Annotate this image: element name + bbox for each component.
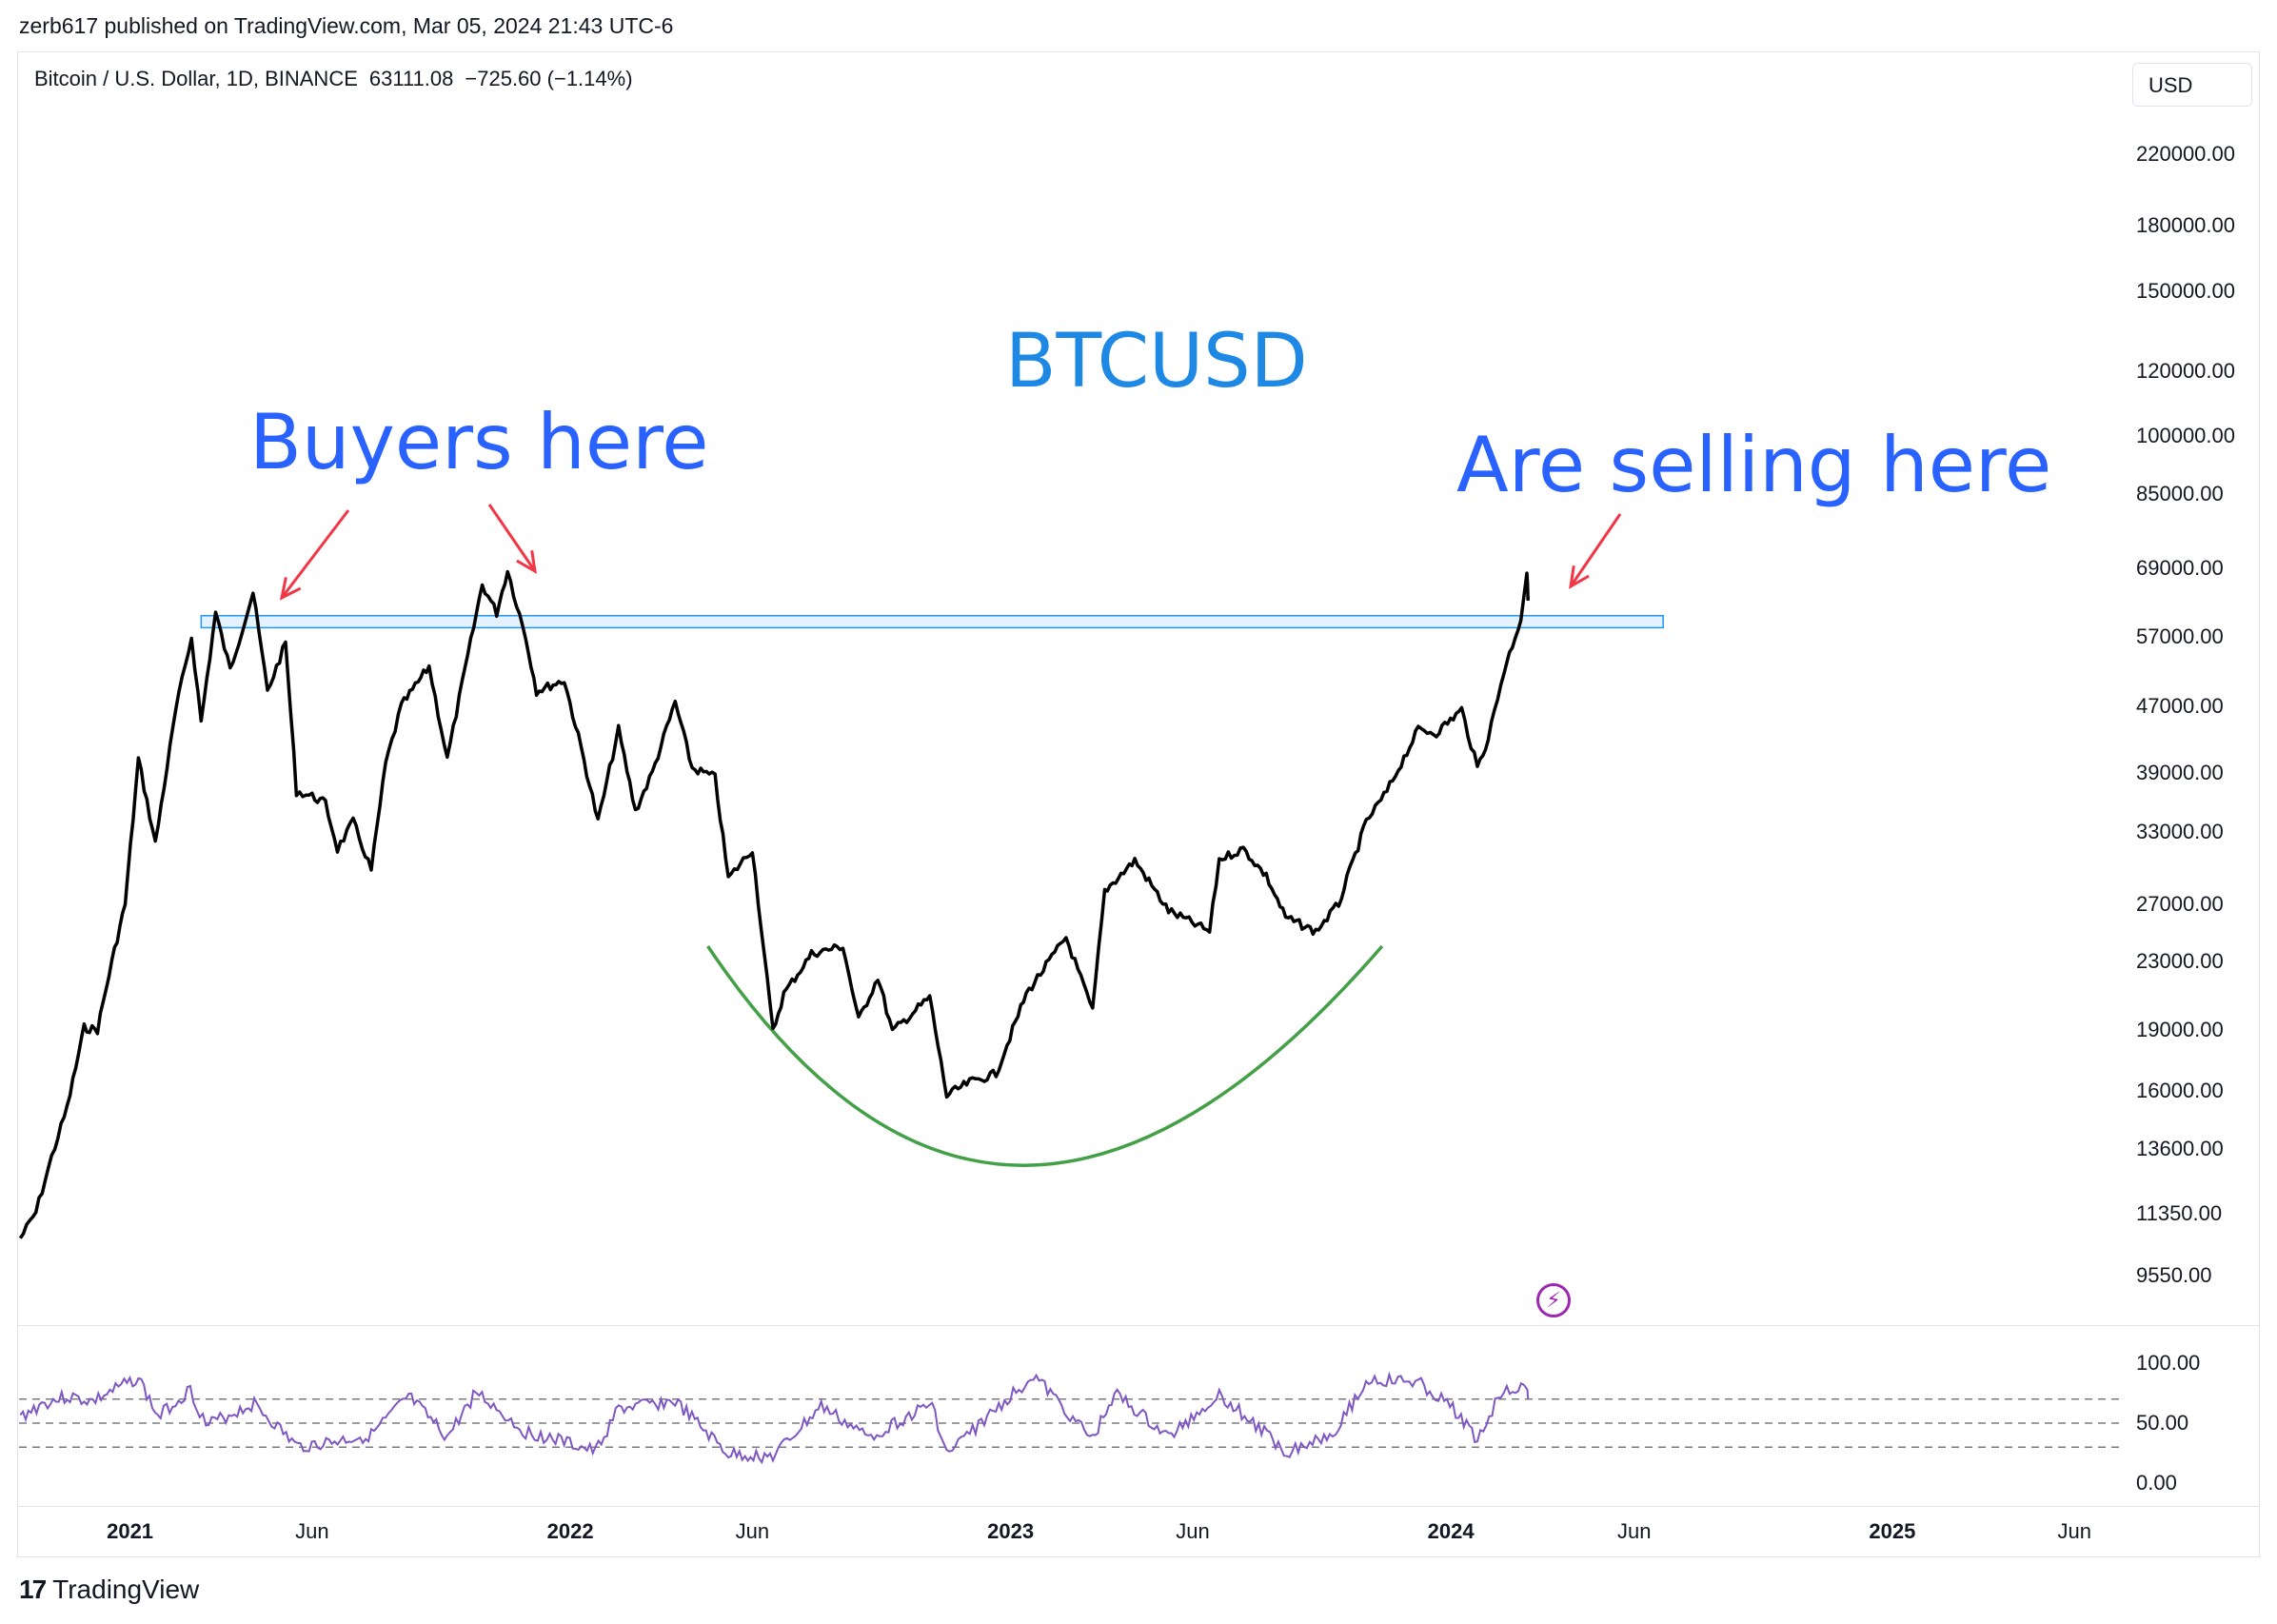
rsi-tick-label: 100.00 <box>2136 1351 2201 1375</box>
time-tick-label: 2021 <box>107 1519 154 1543</box>
price-tick-label: 180000.00 <box>2136 213 2235 238</box>
price-tick-label: 69000.00 <box>2136 556 2224 581</box>
tv-logo-text: TradingView <box>52 1574 200 1604</box>
annotation-buyers: Buyers here <box>249 398 709 486</box>
arrow-first-top <box>280 509 350 599</box>
price-tick-label: 27000.00 <box>2136 891 2224 916</box>
arrow-first-top-head <box>279 577 302 601</box>
last-price: 63111.08 <box>368 67 454 90</box>
time-tick-label: Jun <box>1176 1519 1210 1543</box>
time-tick-label: Jun <box>735 1519 770 1543</box>
price-tick-label: 47000.00 <box>2136 693 2224 718</box>
rsi-line <box>19 1371 1530 1465</box>
time-tick-label: 2023 <box>987 1519 1035 1543</box>
time-tick-label: 2022 <box>546 1519 594 1543</box>
price-tick-label: 120000.00 <box>2136 358 2235 383</box>
time-axis-border <box>17 1506 2260 1507</box>
price-tick-label: 11350.00 <box>2136 1201 2223 1226</box>
price-tick-label: 33000.00 <box>2136 820 2224 844</box>
price-tick-label: 16000.00 <box>2136 1079 2224 1103</box>
time-tick-label: Jun <box>1616 1519 1652 1543</box>
pane-divider[interactable] <box>17 1325 2260 1326</box>
time-tick-label: 2024 <box>1427 1519 1475 1543</box>
price-tick-label: 85000.00 <box>2136 482 2224 506</box>
price-tick-label: 150000.00 <box>2136 278 2235 303</box>
price-tick-label: 39000.00 <box>2136 760 2224 784</box>
symbol-name: Bitcoin / U.S. Dollar, 1D, BINANCE <box>34 67 358 90</box>
symbol-header: Bitcoin / U.S. Dollar, 1D, BINANCE 63111.… <box>34 67 644 91</box>
price-tick-label: 9550.00 <box>2136 1263 2212 1287</box>
annotation-selling: Are selling here <box>1456 421 2052 509</box>
arrow-latest-top <box>1569 513 1622 587</box>
rsi-tick-label: 50.00 <box>2136 1411 2189 1435</box>
chart-annotation-title: BTCUSD <box>1005 319 1308 405</box>
arrow-second-top-head <box>516 550 537 574</box>
tradingview-logo: 17 TradingView <box>19 1574 199 1605</box>
arrow-latest-top-head <box>1569 565 1590 589</box>
lightning-icon[interactable]: ⚡ <box>1536 1283 1571 1317</box>
arrow-second-top <box>487 504 537 572</box>
price-change: −725.60 (−1.14%) <box>465 67 633 90</box>
time-tick-label: Jun <box>295 1519 329 1543</box>
price-tick-label: 23000.00 <box>2136 948 2224 973</box>
price-line <box>18 569 1530 1239</box>
tv-logo-icon: 17 <box>19 1574 47 1604</box>
price-tick-label: 19000.00 <box>2136 1017 2224 1041</box>
price-tick-label: 220000.00 <box>2136 142 2235 166</box>
cup-curve <box>706 944 1384 1167</box>
price-tick-label: 100000.00 <box>2136 424 2235 448</box>
price-tick-label: 57000.00 <box>2136 624 2224 649</box>
rsi-tick-label: 0.00 <box>2136 1471 2177 1495</box>
price-tick-label: 13600.00 <box>2136 1137 2224 1161</box>
chart-frame <box>17 51 2260 1557</box>
publisher-line: zerb617 published on TradingView.com, Ma… <box>19 13 674 38</box>
currency-button[interactable]: USD <box>2132 63 2252 107</box>
resistance-zone <box>200 615 1664 629</box>
time-tick-label: 2025 <box>1869 1519 1916 1543</box>
time-tick-label: Jun <box>2057 1519 2091 1543</box>
